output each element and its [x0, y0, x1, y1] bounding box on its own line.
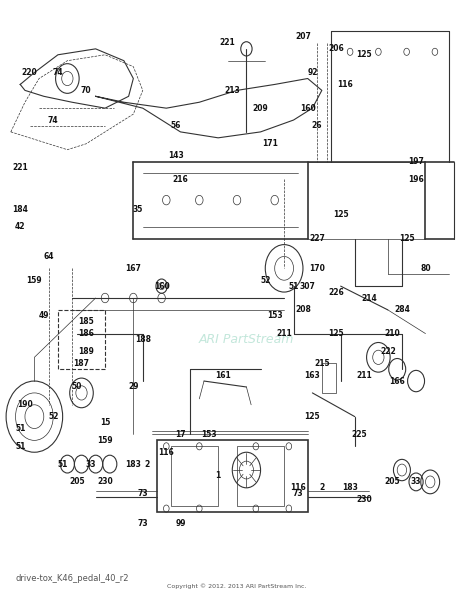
- Text: 33: 33: [411, 477, 421, 486]
- Text: 153: 153: [201, 430, 217, 439]
- Text: 161: 161: [215, 371, 231, 380]
- Text: 92: 92: [307, 68, 318, 77]
- Text: 51: 51: [288, 282, 299, 291]
- Text: drive-tox_K46_pedal_40_r2: drive-tox_K46_pedal_40_r2: [16, 574, 129, 583]
- Text: 189: 189: [78, 347, 94, 356]
- Text: 33: 33: [86, 460, 96, 468]
- Text: 221: 221: [12, 163, 28, 172]
- Text: 2: 2: [319, 483, 324, 492]
- Text: 51: 51: [15, 424, 26, 433]
- Text: 64: 64: [43, 252, 54, 261]
- Text: 220: 220: [22, 68, 37, 77]
- Text: 125: 125: [399, 234, 414, 243]
- Text: 208: 208: [295, 305, 311, 314]
- Text: 125: 125: [356, 50, 372, 59]
- Text: 184: 184: [12, 204, 28, 213]
- Text: 73: 73: [137, 519, 148, 528]
- Text: 163: 163: [304, 371, 320, 380]
- Text: 211: 211: [276, 329, 292, 338]
- Text: 160: 160: [300, 104, 316, 113]
- Text: 205: 205: [385, 477, 401, 486]
- Text: 186: 186: [78, 329, 94, 338]
- Text: 171: 171: [262, 139, 278, 148]
- Text: 35: 35: [133, 204, 143, 213]
- Text: 216: 216: [173, 175, 188, 184]
- Text: 1: 1: [216, 471, 221, 480]
- Text: 205: 205: [69, 477, 84, 486]
- Text: 210: 210: [384, 329, 401, 338]
- Text: 185: 185: [78, 317, 94, 326]
- Text: 213: 213: [224, 86, 240, 95]
- Text: 225: 225: [352, 430, 367, 439]
- Text: 221: 221: [220, 38, 236, 48]
- Text: 125: 125: [333, 210, 348, 219]
- Text: 52: 52: [260, 276, 271, 285]
- Text: 153: 153: [267, 311, 283, 320]
- Text: 50: 50: [72, 383, 82, 392]
- Text: 226: 226: [328, 287, 344, 297]
- Text: 99: 99: [175, 519, 186, 528]
- Text: 17: 17: [175, 430, 186, 439]
- Text: 167: 167: [126, 264, 141, 273]
- Text: 170: 170: [309, 264, 325, 273]
- Text: 284: 284: [394, 305, 410, 314]
- Text: 196: 196: [408, 175, 424, 184]
- Text: 29: 29: [128, 383, 138, 392]
- Text: 159: 159: [27, 276, 42, 285]
- Text: 80: 80: [420, 264, 431, 273]
- Text: 307: 307: [300, 282, 316, 291]
- Text: 215: 215: [314, 359, 329, 368]
- Text: 70: 70: [81, 86, 91, 95]
- Text: 227: 227: [309, 234, 325, 243]
- Text: 74: 74: [48, 116, 58, 125]
- Text: 56: 56: [171, 122, 181, 131]
- Text: Copyright © 2012. 2013 ARI PartStream Inc.: Copyright © 2012. 2013 ARI PartStream In…: [167, 583, 307, 589]
- Text: 73: 73: [293, 489, 303, 498]
- Text: 160: 160: [154, 282, 170, 291]
- Text: 206: 206: [328, 44, 344, 54]
- Text: 159: 159: [97, 436, 113, 445]
- Text: 166: 166: [389, 377, 405, 386]
- Text: 183: 183: [126, 460, 141, 468]
- Text: 209: 209: [253, 104, 268, 113]
- Text: 116: 116: [291, 483, 306, 492]
- Text: 190: 190: [17, 401, 33, 409]
- Text: 49: 49: [38, 311, 49, 320]
- Bar: [157, 440, 308, 511]
- Text: 230: 230: [356, 495, 372, 504]
- Text: 52: 52: [48, 412, 58, 421]
- Text: 2: 2: [145, 460, 150, 468]
- Text: 188: 188: [135, 335, 151, 344]
- Text: 230: 230: [97, 477, 113, 486]
- Text: 15: 15: [100, 418, 110, 427]
- Text: 211: 211: [356, 371, 372, 380]
- Text: 222: 222: [380, 347, 396, 356]
- Text: 214: 214: [361, 293, 377, 303]
- Text: 74: 74: [53, 68, 63, 77]
- Bar: [237, 446, 284, 505]
- Text: 197: 197: [408, 157, 424, 166]
- Bar: [171, 446, 218, 505]
- Text: 187: 187: [73, 359, 90, 368]
- Text: 125: 125: [305, 412, 320, 421]
- Bar: [322, 363, 336, 393]
- Text: 183: 183: [342, 483, 358, 492]
- Text: 143: 143: [168, 151, 183, 160]
- Text: 42: 42: [15, 222, 26, 231]
- Text: 51: 51: [57, 460, 68, 468]
- Text: ARI PartStream: ARI PartStream: [199, 333, 294, 346]
- Text: 73: 73: [137, 489, 148, 498]
- Text: 207: 207: [295, 33, 311, 42]
- Text: 116: 116: [337, 80, 353, 89]
- Text: 51: 51: [15, 442, 26, 451]
- Text: 125: 125: [328, 329, 344, 338]
- Text: 116: 116: [158, 448, 174, 457]
- Text: 26: 26: [312, 122, 322, 131]
